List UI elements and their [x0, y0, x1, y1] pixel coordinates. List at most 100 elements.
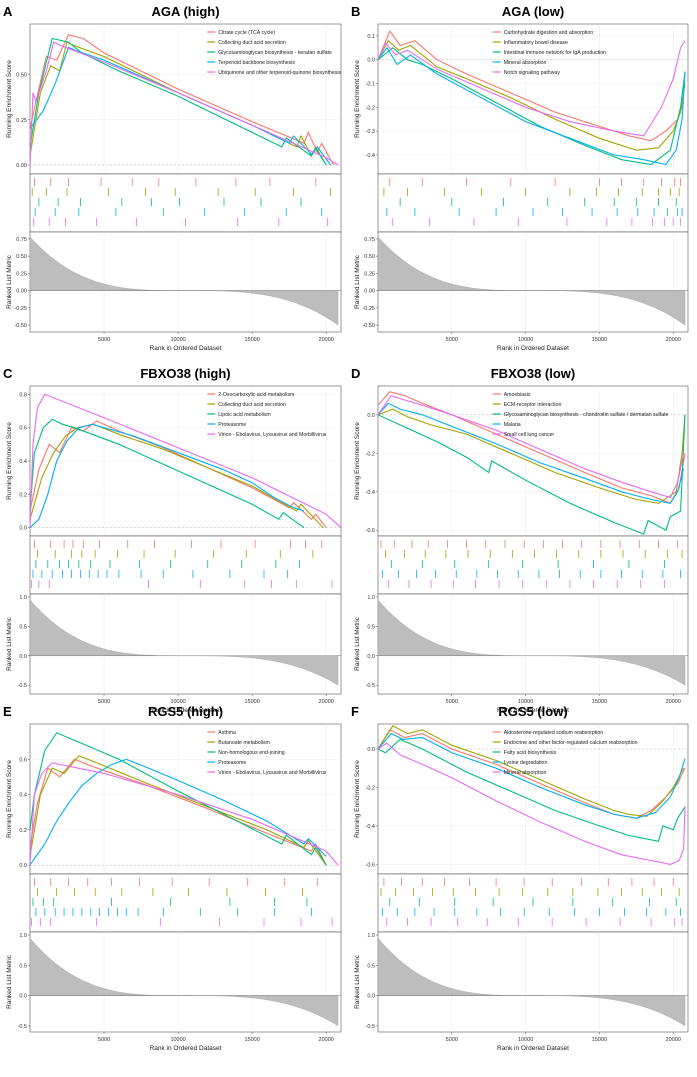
- metric-y-tick-label: 1.0: [19, 595, 27, 601]
- es-series-line: [29, 732, 327, 866]
- hit-area: [29, 873, 342, 933]
- hit-area: [377, 535, 689, 595]
- legend-entry: Lysine degradation: [504, 760, 548, 766]
- es-y-tick-label: -0.4: [366, 490, 375, 496]
- es-y-tick-label: 0.6: [19, 426, 27, 432]
- metric-y-tick-label: 0.5: [19, 963, 27, 969]
- legend-entry: Inflammatory bowel disease: [504, 40, 568, 46]
- es-y-axis-label: Running Enrichment Score: [6, 760, 13, 838]
- legend-entry: Glycosaminoglycan biosynthesis - keratan…: [218, 50, 332, 56]
- es-series-line: [29, 37, 327, 166]
- metric-y-tick-label: 0.0: [367, 654, 375, 660]
- es-y-tick-label: -0.2: [366, 785, 375, 791]
- x-tick-label: 15000: [592, 1037, 607, 1043]
- es-y-tick-label: -0.4: [366, 153, 375, 159]
- es-y-tick-label: 0.25: [16, 118, 27, 124]
- metric-y-tick-label: -0.50: [362, 323, 375, 329]
- es-series-line: [377, 39, 686, 151]
- legend-entry: Glycosaminoglycan biosynthesis - chondro…: [504, 412, 669, 418]
- panel-title: FBXO38 (high): [140, 366, 230, 381]
- x-tick-label: 20000: [319, 1037, 334, 1043]
- legend-entry: Intestinal immune network for IgA produc…: [504, 50, 606, 56]
- legend-entry: Ubiquinone and other terpenoid-quinone b…: [218, 70, 341, 76]
- es-series-line: [377, 29, 685, 142]
- legend-entry: Virion - Ebolavirus, Lyssavirus and Morb…: [218, 432, 327, 438]
- metric-y-tick-label: 0.00: [364, 289, 375, 295]
- x-tick-label: 20000: [319, 699, 334, 705]
- es-y-tick-label: 0.2: [19, 828, 27, 834]
- x-axis-label: Rank in Ordered Dataset: [150, 707, 222, 714]
- es-y-tick-label: 0.0: [367, 413, 375, 419]
- x-tick-label: 20000: [319, 337, 334, 343]
- metric-y-tick-label: 1.0: [367, 595, 375, 601]
- hit-area: [377, 173, 689, 233]
- es-y-tick-label: -0.2: [366, 105, 375, 111]
- metric-y-axis-label: Ranked List Metric: [6, 254, 13, 309]
- es-series-line: [377, 394, 685, 499]
- panel-title: RGS5 (low): [498, 704, 567, 719]
- es-y-tick-label: 0.1: [367, 34, 375, 40]
- es-series-line: [29, 762, 339, 866]
- metric-y-tick-label: 0.75: [16, 237, 27, 243]
- metric-y-tick-label: 0.5: [367, 963, 375, 969]
- es-y-axis-label: Running Enrichment Score: [354, 60, 361, 138]
- es-plot-area: [377, 385, 689, 537]
- legend-entry: Collecting duct acid secretion: [218, 402, 286, 408]
- metric-y-axis-label: Ranked List Metric: [6, 954, 13, 1009]
- x-tick-label: 10000: [518, 699, 533, 705]
- metric-y-tick-label: 0.50: [364, 254, 375, 260]
- es-y-tick-label: 0.0: [367, 58, 375, 64]
- metric-y-tick-label: 0.0: [19, 994, 27, 1000]
- es-y-tick-label: 0.0: [367, 747, 375, 753]
- metric-y-axis-label: Ranked List Metric: [6, 616, 13, 671]
- metric-y-tick-label: 0.25: [16, 271, 27, 277]
- x-tick-label: 10000: [170, 699, 185, 705]
- metric-y-tick-label: -0.5: [18, 683, 27, 689]
- x-tick-label: 15000: [244, 1037, 259, 1043]
- legend-entry: Notch signaling pathway: [504, 70, 561, 76]
- legend-entry: Aldosterone-regulated sodium reabsorptio…: [504, 730, 604, 736]
- legend-entry: Proteasome: [218, 760, 246, 766]
- legend-entry: Mineral absorption: [504, 770, 547, 776]
- es-series-line: [377, 47, 686, 166]
- metric-y-tick-label: 1.0: [19, 933, 27, 939]
- x-tick-label: 10000: [170, 337, 185, 343]
- x-tick-label: 15000: [592, 337, 607, 343]
- x-tick-label: 5000: [98, 337, 110, 343]
- es-series-line: [29, 393, 342, 529]
- panel-letter: B: [351, 4, 360, 19]
- x-axis-label: Rank in Ordered Dataset: [497, 707, 569, 714]
- es-series-line: [29, 423, 305, 529]
- metric-y-tick-label: 0.25: [364, 271, 375, 277]
- es-series-line: [377, 402, 685, 504]
- x-tick-label: 15000: [244, 699, 259, 705]
- legend-entry: Collecting duct acid secretion: [218, 40, 286, 46]
- es-y-tick-label: -0.4: [366, 824, 375, 830]
- metric-y-tick-label: -0.25: [14, 306, 27, 312]
- metric-y-tick-label: 0.50: [16, 254, 27, 260]
- es-y-tick-label: 0.4: [19, 793, 27, 799]
- x-tick-label: 15000: [592, 699, 607, 705]
- es-series-line: [29, 755, 327, 866]
- x-tick-label: 5000: [446, 337, 458, 343]
- x-tick-label: 5000: [98, 1037, 110, 1043]
- x-axis-label: Rank in Ordered Dataset: [497, 345, 569, 352]
- legend-entry: Citrate cycle (TCA cycle): [218, 30, 275, 36]
- es-series-line: [377, 408, 686, 504]
- es-plot-area: [377, 723, 689, 875]
- es-y-axis-label: Running Enrichment Score: [354, 422, 361, 500]
- es-y-tick-label: -0.6: [366, 862, 375, 868]
- es-series-line: [377, 40, 686, 137]
- x-tick-label: 20000: [666, 337, 681, 343]
- x-tick-label: 20000: [666, 1037, 681, 1043]
- legend-entry: Malaria: [504, 422, 521, 428]
- legend-entry: Amoebiasis: [504, 392, 531, 398]
- panel-title: AGA (low): [502, 4, 564, 19]
- es-y-tick-label: 0.0: [19, 526, 27, 532]
- x-tick-label: 10000: [518, 1037, 533, 1043]
- x-tick-label: 5000: [98, 699, 110, 705]
- es-series-line: [29, 41, 339, 166]
- x-tick-label: 15000: [244, 337, 259, 343]
- es-plot-area: [29, 723, 342, 875]
- es-series-line: [29, 418, 305, 529]
